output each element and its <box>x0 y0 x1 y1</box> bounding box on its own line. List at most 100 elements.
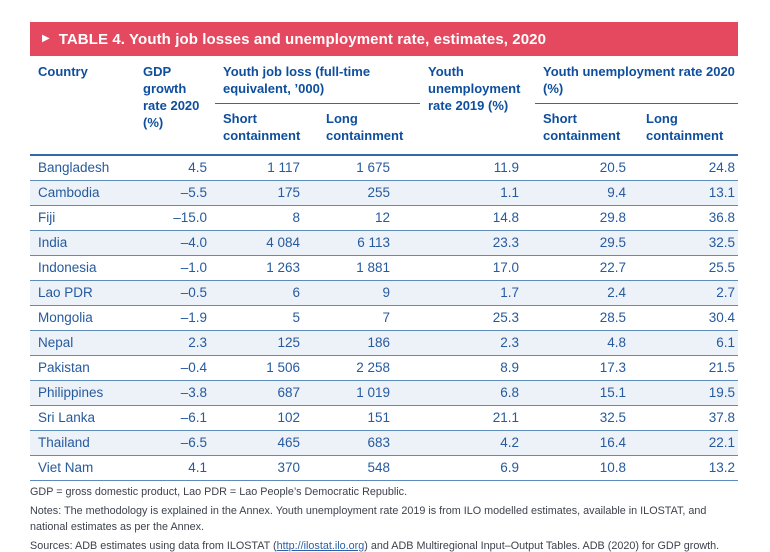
triangle-bullet-icon: ▶ <box>42 32 50 44</box>
unemployment-2019-value: 6.8 <box>420 380 535 406</box>
country-name: Thailand <box>30 430 135 456</box>
table-row: Indonesia –1.0 1 263 1 881 17.0 22.7 25.5 <box>30 255 738 281</box>
job-loss-short-value: 465 <box>215 430 318 456</box>
country-name: Lao PDR <box>30 280 135 306</box>
country-name: Nepal <box>30 330 135 356</box>
unemployment-2020-short-value: 20.5 <box>535 155 638 181</box>
unemployment-2020-short-value: 29.5 <box>535 230 638 256</box>
unemployment-2020-short-value: 15.1 <box>535 380 638 406</box>
table-body: Bangladesh 4.5 1 117 1 675 11.9 20.5 24.8 Cambo… <box>30 155 738 481</box>
table-row: Viet Nam 4.1 370 548 6.9 10.8 13.2 <box>30 455 738 481</box>
job-loss-long-value: 1 019 <box>318 380 420 406</box>
table-title-bar: ▶ TABLE 4. Youth job losses and unemploy… <box>30 22 738 56</box>
table-title: TABLE 4. Youth job losses and unemployme… <box>58 30 547 48</box>
table-row: Cambodia –5.5 175 255 1.1 9.4 13.1 <box>30 180 738 206</box>
unemployment-2020-long-value: 22.1 <box>638 430 738 456</box>
unemployment-2020-long-value: 6.1 <box>638 330 738 356</box>
header-country: Country <box>30 56 135 156</box>
gdp-growth-value: –1.0 <box>135 255 215 281</box>
header-group-unemployment-rate-2020: Youth unemployment rate 2020 (%) <box>535 56 738 104</box>
unemployment-2020-long-value: 24.8 <box>638 155 738 181</box>
unemployment-2020-short-value: 9.4 <box>535 180 638 206</box>
job-loss-long-value: 186 <box>318 330 420 356</box>
table-row: Bangladesh 4.5 1 117 1 675 11.9 20.5 24.8 <box>30 155 738 181</box>
gdp-growth-value: –6.5 <box>135 430 215 456</box>
country-name: Viet Nam <box>30 455 135 481</box>
header-row-subcolumns: Short containment Long containment Short… <box>30 103 738 156</box>
job-loss-short-value: 4 084 <box>215 230 318 256</box>
unemployment-2019-value: 11.9 <box>420 155 535 181</box>
gdp-growth-value: 4.5 <box>135 155 215 181</box>
unemployment-2019-value: 1.1 <box>420 180 535 206</box>
job-loss-short-value: 1 263 <box>215 255 318 281</box>
gdp-growth-value: –15.0 <box>135 205 215 231</box>
ilostat-link[interactable]: http://ilostat.ilo.org <box>276 540 365 552</box>
gdp-growth-value: 4.1 <box>135 455 215 481</box>
job-loss-short-value: 1 506 <box>215 355 318 381</box>
subheader-unemployment-long-containment: Long containment <box>638 103 738 156</box>
job-loss-long-value: 2 258 <box>318 355 420 381</box>
job-loss-short-value: 370 <box>215 455 318 481</box>
job-loss-short-value: 175 <box>215 180 318 206</box>
table-row: India –4.0 4 084 6 113 23.3 29.5 32.5 <box>30 230 738 256</box>
sources-text-before-link: Sources: ADB estimates using data from I… <box>30 540 277 552</box>
table-row: Philippines –3.8 687 1 019 6.8 15.1 19.5 <box>30 380 738 406</box>
unemployment-2020-short-value: 17.3 <box>535 355 638 381</box>
unemployment-2020-long-value: 37.8 <box>638 405 738 431</box>
gdp-growth-value: –3.8 <box>135 380 215 406</box>
job-loss-short-value: 102 <box>215 405 318 431</box>
job-loss-short-value: 1 117 <box>215 155 318 181</box>
job-loss-long-value: 9 <box>318 280 420 306</box>
country-name: Pakistan <box>30 355 135 381</box>
unemployment-2019-value: 21.1 <box>420 405 535 431</box>
country-name: Indonesia <box>30 255 135 281</box>
sources-text-after-link: ) and ADB Multiregional Input–Output Tab… <box>364 540 720 552</box>
unemployment-2020-long-value: 13.2 <box>638 455 738 481</box>
unemployment-2019-value: 17.0 <box>420 255 535 281</box>
table-row: Nepal 2.3 125 186 2.3 4.8 6.1 <box>30 330 738 356</box>
gdp-growth-value: –1.9 <box>135 305 215 331</box>
job-loss-long-value: 7 <box>318 305 420 331</box>
job-loss-short-value: 8 <box>215 205 318 231</box>
unemployment-2019-value: 25.3 <box>420 305 535 331</box>
gdp-growth-value: –5.5 <box>135 180 215 206</box>
job-loss-long-value: 683 <box>318 430 420 456</box>
subheader-job-loss-long-containment: Long containment <box>318 103 420 156</box>
footnote-abbreviations: GDP = gross domestic product, Lao PDR = … <box>30 486 408 498</box>
job-loss-long-value: 6 113 <box>318 230 420 256</box>
country-name: Bangladesh <box>30 155 135 181</box>
gdp-growth-value: –0.5 <box>135 280 215 306</box>
table-row: Fiji –15.0 8 12 14.8 29.8 36.8 <box>30 205 738 231</box>
unemployment-2019-value: 6.9 <box>420 455 535 481</box>
footnote-notes: Notes: The methodology is explained in t… <box>30 505 707 533</box>
job-loss-short-value: 687 <box>215 380 318 406</box>
unemployment-2019-value: 8.9 <box>420 355 535 381</box>
job-loss-short-value: 5 <box>215 305 318 331</box>
youth-job-loss-table: Country GDP growth rate 2020 (%) Youth j… <box>30 56 738 481</box>
job-loss-long-value: 1 881 <box>318 255 420 281</box>
country-name: Mongolia <box>30 305 135 331</box>
unemployment-2020-long-value: 36.8 <box>638 205 738 231</box>
header-row-groups: Country GDP growth rate 2020 (%) Youth j… <box>30 56 738 156</box>
unemployment-2020-short-value: 29.8 <box>535 205 638 231</box>
table-row: Pakistan –0.4 1 506 2 258 8.9 17.3 21.5 <box>30 355 738 381</box>
gdp-growth-value: –6.1 <box>135 405 215 431</box>
unemployment-2019-value: 14.8 <box>420 205 535 231</box>
table-header: Country GDP growth rate 2020 (%) Youth j… <box>30 56 738 156</box>
unemployment-2020-short-value: 32.5 <box>535 405 638 431</box>
gdp-growth-value: 2.3 <box>135 330 215 356</box>
unemployment-2020-long-value: 2.7 <box>638 280 738 306</box>
footnotes: GDP = gross domestic product, Lao PDR = … <box>30 484 744 552</box>
table-row: Lao PDR –0.5 6 9 1.7 2.4 2.7 <box>30 280 738 306</box>
unemployment-2019-value: 4.2 <box>420 430 535 456</box>
country-name: Philippines <box>30 380 135 406</box>
unemployment-2020-short-value: 16.4 <box>535 430 638 456</box>
country-name: Sri Lanka <box>30 405 135 431</box>
unemployment-2020-long-value: 19.5 <box>638 380 738 406</box>
header-unemployment-rate-2019: Youth unemployment rate 2019 (%) <box>420 56 535 156</box>
unemployment-2020-long-value: 13.1 <box>638 180 738 206</box>
unemployment-2020-short-value: 2.4 <box>535 280 638 306</box>
unemployment-2020-short-value: 10.8 <box>535 455 638 481</box>
table-row: Sri Lanka –6.1 102 151 21.1 32.5 37.8 <box>30 405 738 431</box>
job-loss-long-value: 151 <box>318 405 420 431</box>
